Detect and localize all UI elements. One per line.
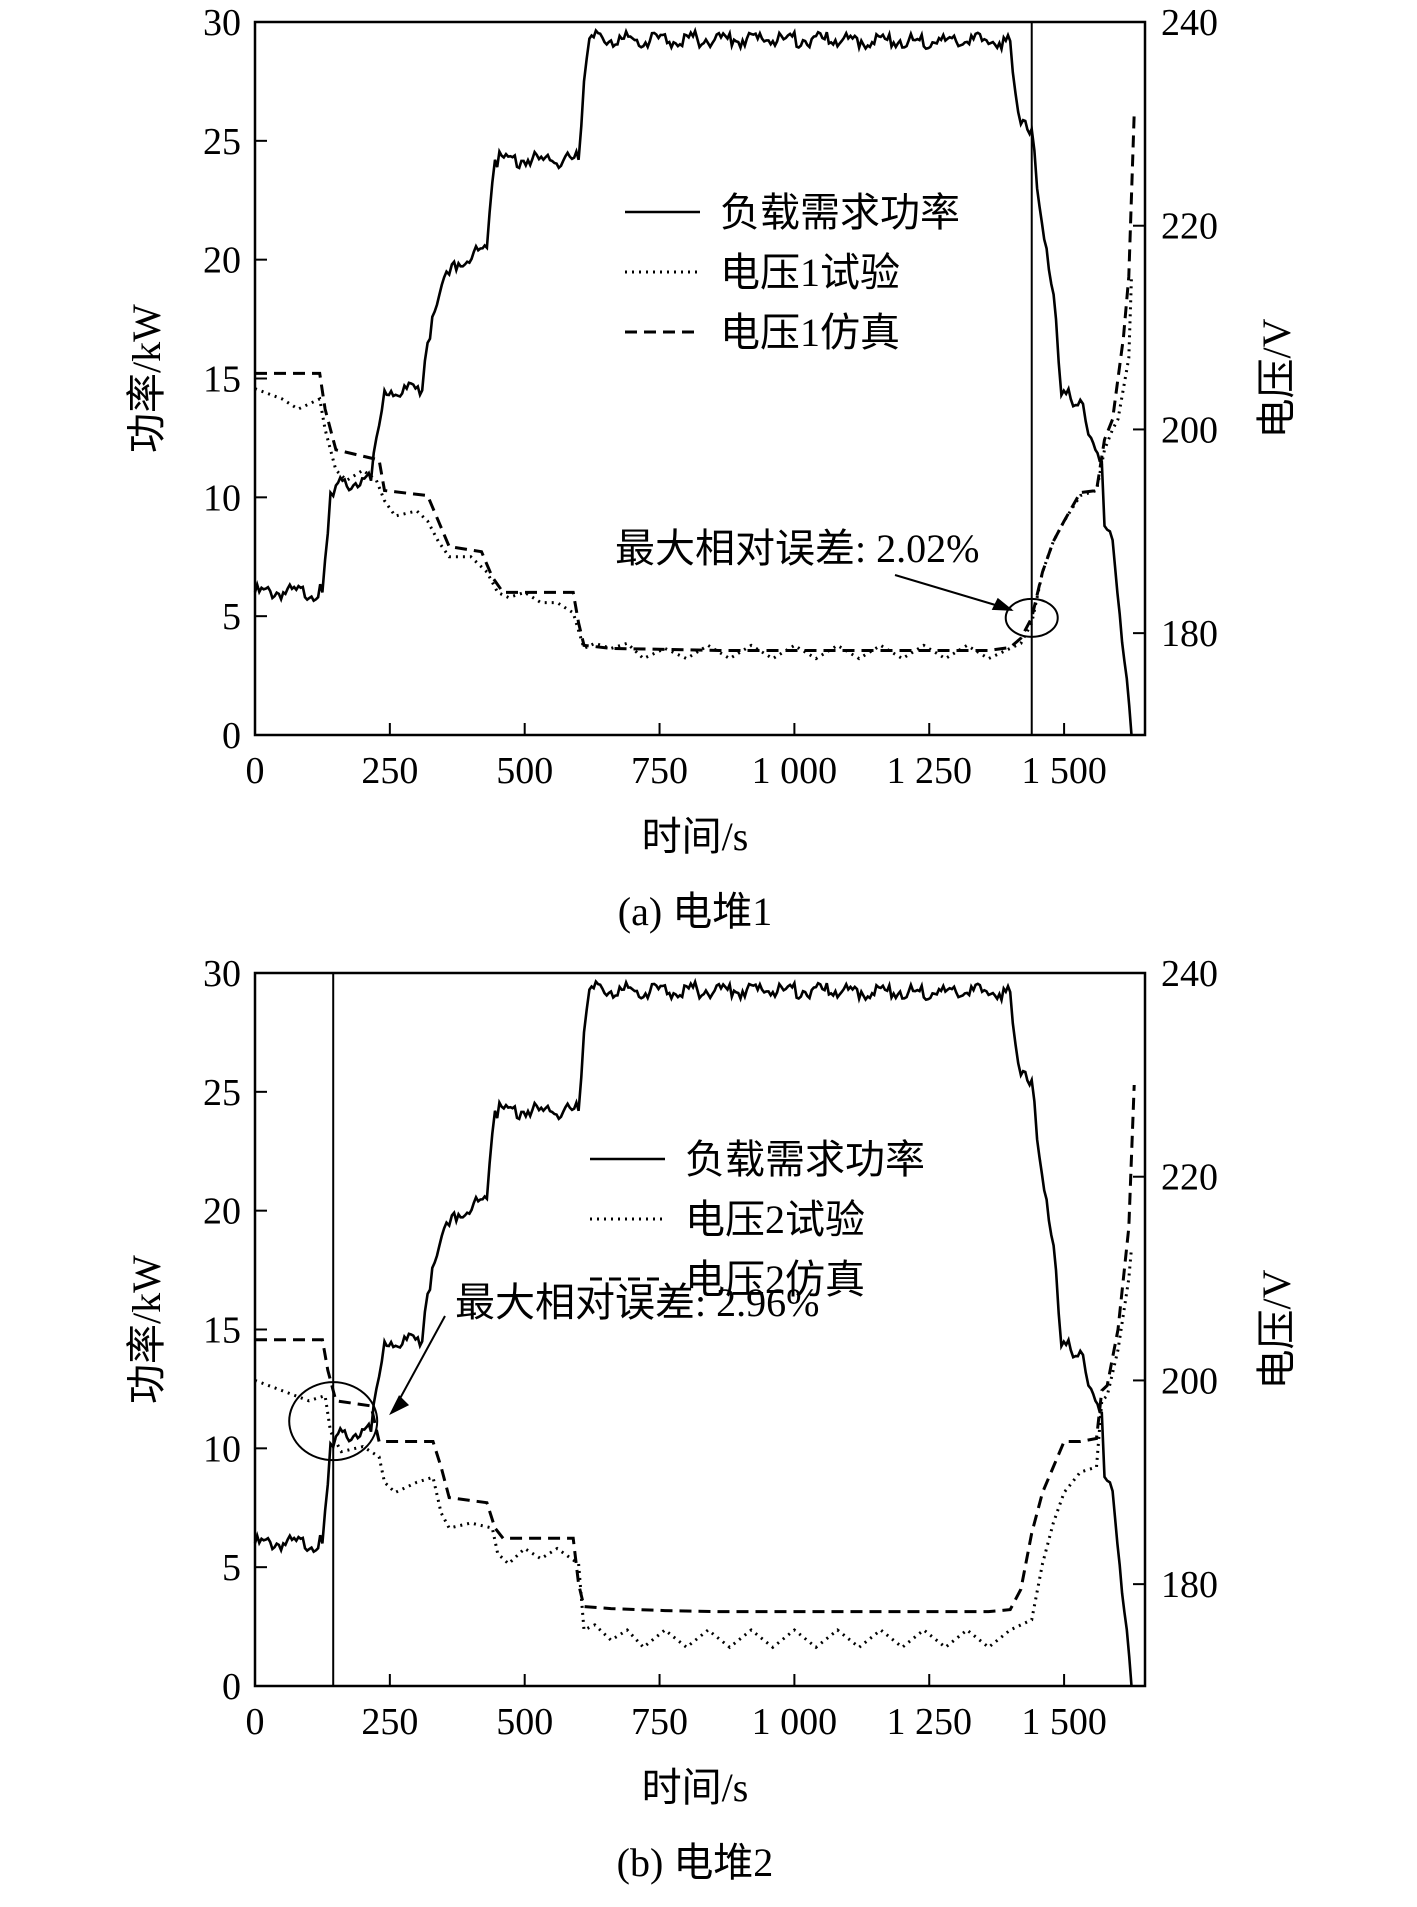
legend-label: 电压2试验	[685, 1197, 865, 1242]
figure-caption: (a) 电堆1	[618, 889, 772, 934]
annotation-arrowhead	[991, 597, 1014, 611]
x-tick-label: 250	[361, 750, 418, 792]
series-solid-line	[253, 26, 1133, 736]
y-left-tick-label: 5	[222, 596, 241, 638]
y-right-axis-label: 电压/V	[1254, 318, 1299, 438]
x-tick-label: 750	[631, 750, 688, 792]
annotation-arrow	[894, 574, 1013, 611]
y-left-tick-label: 30	[203, 953, 241, 995]
y-right-tick-label: 220	[1161, 206, 1218, 248]
legend-label: 电压1仿真	[720, 310, 900, 355]
y-right-tick-label: 240	[1161, 953, 1218, 995]
series-dashed-line	[255, 1084, 1136, 1614]
y-right-tick-label: 200	[1161, 1360, 1218, 1402]
y-right-tick-label: 220	[1161, 1157, 1218, 1199]
y-left-axis-label: 功率/kW	[124, 1255, 169, 1404]
legend-label: 负载需求功率	[720, 190, 960, 235]
x-tick-label: 1 000	[752, 750, 838, 792]
annotation-arrowhead	[389, 1395, 410, 1416]
annotation-ellipse	[288, 1381, 379, 1462]
x-axis-label: 时间/s	[642, 1765, 749, 1810]
y-left-axis-label: 功率/kW	[124, 304, 169, 453]
figure-b: 0 250 500 750 1 000 1 250 1 500 0 5 10 15 20 25 30 180…	[0, 951, 1417, 1902]
x-tick-label: 500	[496, 1701, 553, 1743]
y-right-tick-label: 240	[1161, 2, 1218, 44]
y-right-tick-label: 180	[1161, 1564, 1218, 1606]
annotation-ellipse	[1004, 597, 1059, 638]
y-left-tick-label: 0	[222, 715, 241, 757]
x-tick-label: 1 000	[752, 1701, 838, 1743]
y-right-axis-label: 电压/V	[1254, 1269, 1299, 1389]
legend-label: 负载需求功率	[685, 1137, 925, 1182]
y-left-tick-label: 30	[203, 2, 241, 44]
annotation-text: 最大相对误差: 2.96%	[455, 1280, 819, 1325]
y-left-tick-label: 10	[203, 1428, 241, 1470]
series-dashed-line	[255, 113, 1136, 652]
figure-a: 0 250 500 750 1 000 1 250 1 500 0 5 10 15 20 25 30 180…	[0, 0, 1417, 951]
x-tick-label: 750	[631, 1701, 688, 1743]
y-left-tick-label: 20	[203, 240, 241, 282]
x-tick-label: 1 250	[886, 750, 972, 792]
chart-b-svg: 0 250 500 750 1 000 1 250 1 500 0 5 10 15 20 25 30 180…	[124, 953, 1299, 1885]
y-right-tick-label: 200	[1161, 409, 1218, 451]
legend-label: 电压2仿真	[685, 1257, 865, 1302]
y-left-tick-label: 25	[203, 121, 241, 163]
y-left-tick-label: 20	[203, 1191, 241, 1233]
annotation-text: 最大相对误差: 2.02%	[615, 526, 979, 571]
x-tick-label: 1 500	[1021, 1701, 1107, 1743]
x-tick-label: 0	[246, 1701, 265, 1743]
y-left-tick-label: 5	[222, 1547, 241, 1589]
y-left-tick-label: 10	[203, 477, 241, 519]
x-tick-label: 1 500	[1021, 750, 1107, 792]
chart-a-svg: 0 250 500 750 1 000 1 250 1 500 0 5 10 15 20 25 30 180…	[124, 2, 1299, 934]
x-tick-label: 500	[496, 750, 553, 792]
plot-frame	[253, 20, 1147, 737]
x-tick-label: 250	[361, 1701, 418, 1743]
y-left-tick-label: 15	[203, 1310, 241, 1352]
plot-frame	[253, 971, 1147, 1688]
series-solid-line	[253, 977, 1133, 1687]
legend-label: 电压1试验	[720, 250, 900, 295]
y-left-tick-label: 25	[203, 1072, 241, 1114]
x-tick-label: 1 250	[886, 1701, 972, 1743]
x-axis-label: 时间/s	[642, 814, 749, 859]
annotation-arrow	[392, 1315, 446, 1412]
figure-caption: (b) 电堆2	[617, 1840, 774, 1885]
y-right-tick-label: 180	[1161, 613, 1218, 655]
y-left-tick-label: 0	[222, 1666, 241, 1708]
x-tick-label: 0	[246, 750, 265, 792]
y-left-tick-label: 15	[203, 359, 241, 401]
